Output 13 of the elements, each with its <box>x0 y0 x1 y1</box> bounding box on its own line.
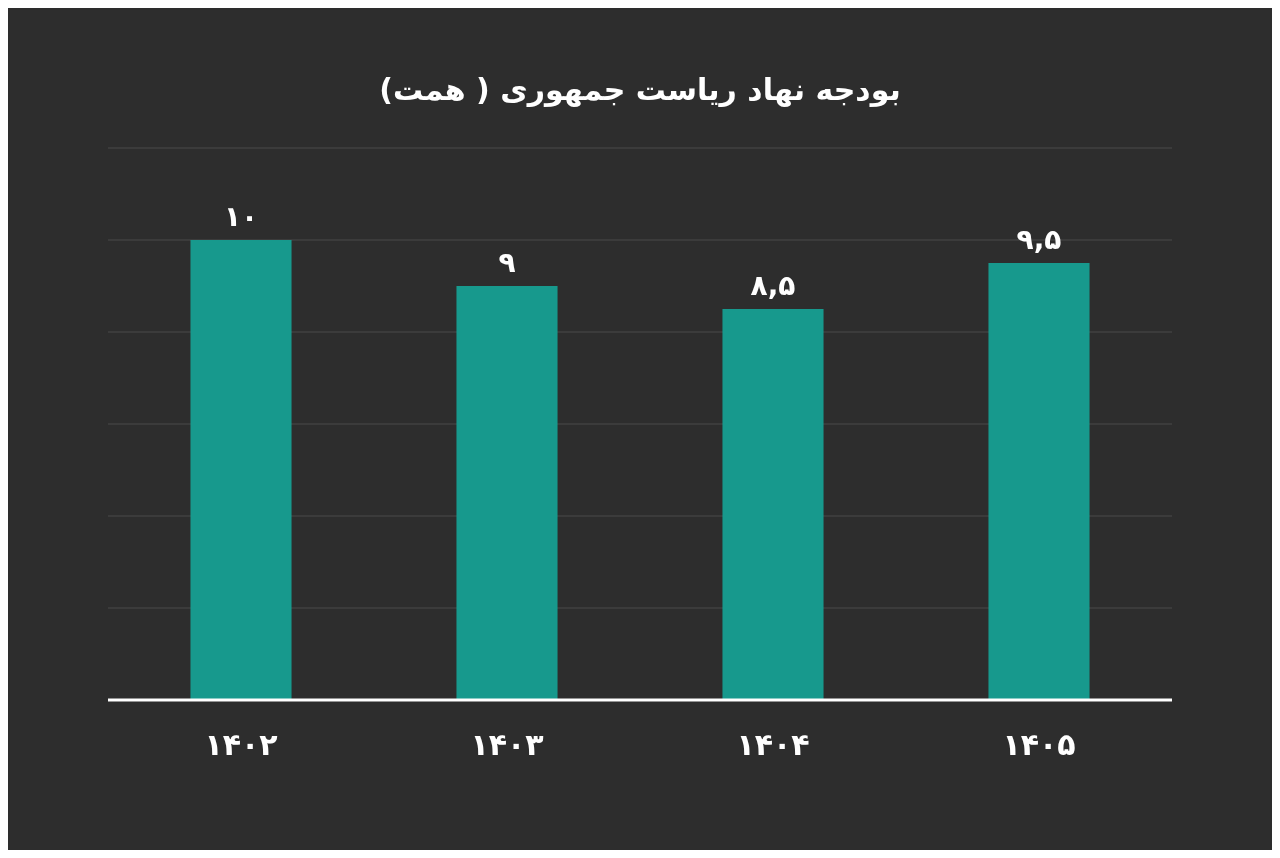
data-label: ۱۰ <box>223 200 259 233</box>
bar <box>722 309 824 700</box>
chart-title: بودجه نهاد ریاست جمهوری ( همت) <box>379 72 901 107</box>
bar <box>988 263 1090 700</box>
x-tick-label: ۱۴۰۲ <box>204 727 278 762</box>
data-label: ۹ <box>498 246 516 279</box>
bar <box>456 286 558 700</box>
x-tick-label: ۱۴۰۵ <box>1002 727 1076 762</box>
bar <box>190 240 292 700</box>
x-tick-label: ۱۴۰۴ <box>736 727 810 762</box>
data-label: ۹,۵ <box>1016 223 1062 256</box>
data-label: ۸,۵ <box>750 269 796 302</box>
x-tick-label: ۱۴۰۳ <box>470 727 544 762</box>
